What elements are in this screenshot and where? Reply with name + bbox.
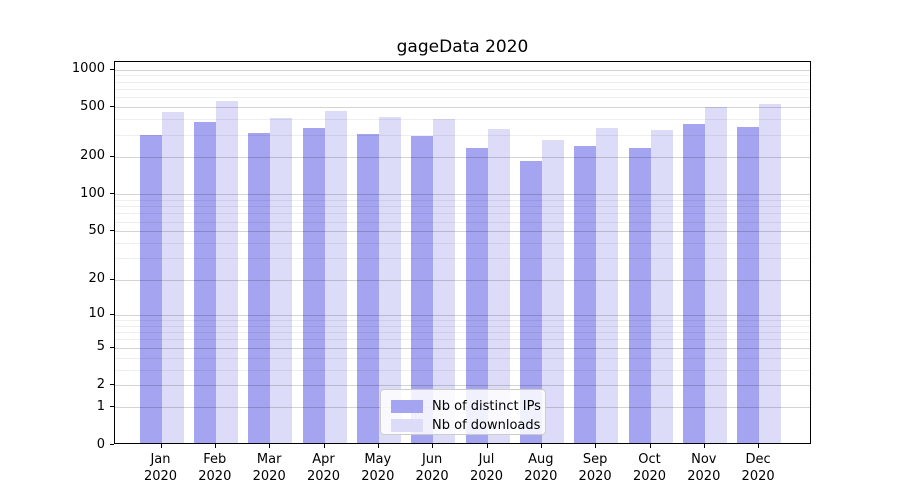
bar-sep-ips xyxy=(574,145,597,443)
y-tick-label: 1000 xyxy=(71,61,105,77)
bar-apr-ips xyxy=(302,128,325,443)
bar-dec-downloads xyxy=(759,104,782,443)
y-tick-label: 200 xyxy=(80,148,105,164)
bar-nov-ips xyxy=(682,124,705,443)
bar-dec-ips xyxy=(737,127,760,443)
y-tick-label: 5 xyxy=(96,339,105,355)
bars-layer xyxy=(115,62,810,443)
bar-oct-downloads xyxy=(650,129,673,443)
x-tick-label: Jun 2020 xyxy=(415,452,449,484)
x-tick-mark xyxy=(649,444,651,448)
x-tick-label: Apr 2020 xyxy=(306,452,341,484)
y-tick-label: 2 xyxy=(96,376,105,392)
bar-aug-ips xyxy=(519,160,542,443)
y-tick-label: 50 xyxy=(88,222,105,238)
x-tick-label: May 2020 xyxy=(361,452,395,484)
legend-label-downloads: Nb of downloads xyxy=(432,418,541,433)
y-tick-mark xyxy=(110,313,114,315)
bar-oct-ips xyxy=(628,148,651,443)
y-tick-label: 0 xyxy=(96,436,105,452)
bar-aug-downloads xyxy=(541,140,564,443)
y-tick-mark xyxy=(110,346,114,348)
bar-feb-ips xyxy=(193,121,216,443)
x-tick-label: Nov 2020 xyxy=(687,452,721,484)
bar-jan-downloads xyxy=(161,111,184,443)
y-tick-label: 100 xyxy=(80,185,105,201)
legend-row-ips: Nb of distinct IPs xyxy=(391,397,541,416)
chart-title: gageData 2020 xyxy=(396,37,529,57)
x-tick-label: Sep 2020 xyxy=(578,452,612,484)
x-tick-mark xyxy=(758,444,760,448)
x-tick-mark xyxy=(432,444,434,448)
y-tick-mark xyxy=(110,230,114,232)
bar-may-ips xyxy=(356,134,379,443)
bar-mar-ips xyxy=(248,132,271,443)
x-tick-label: Mar 2020 xyxy=(252,452,286,484)
x-tick-mark xyxy=(323,444,325,448)
bar-jul-downloads xyxy=(487,129,510,443)
y-tick-label: 20 xyxy=(88,271,105,287)
y-tick-mark xyxy=(110,155,114,157)
y-tick-label: 10 xyxy=(88,306,105,322)
bar-jun-ips xyxy=(411,135,434,443)
bar-apr-downloads xyxy=(324,111,347,443)
bar-sep-downloads xyxy=(596,127,619,443)
x-tick-label: Oct 2020 xyxy=(632,452,667,484)
y-tick-mark xyxy=(110,106,114,108)
x-tick-mark xyxy=(214,444,216,448)
y-tick-label: 1 xyxy=(96,398,105,414)
x-tick-label: Feb 2020 xyxy=(198,452,232,484)
bar-mar-downloads xyxy=(270,117,293,443)
x-tick-mark xyxy=(377,444,379,448)
x-tick-mark xyxy=(540,444,542,448)
y-tick-mark xyxy=(110,406,114,408)
y-tick-label: 500 xyxy=(80,98,105,114)
x-tick-mark xyxy=(595,444,597,448)
y-tick-mark xyxy=(110,444,114,445)
y-tick-mark xyxy=(110,278,114,280)
x-tick-label: Jan 2020 xyxy=(143,452,178,484)
bar-nov-downloads xyxy=(704,106,727,443)
bar-jun-downloads xyxy=(433,119,456,443)
legend-row-downloads: Nb of downloads xyxy=(391,416,541,435)
y-tick-mark xyxy=(110,384,114,386)
bar-jan-ips xyxy=(139,135,162,443)
x-tick-label: Dec 2020 xyxy=(741,452,775,484)
legend-swatch-distinct-ips xyxy=(391,400,423,413)
x-tick-label: Jul 2020 xyxy=(469,452,504,484)
plot-area: Nb of distinct IPs Nb of downloads xyxy=(114,61,811,444)
bar-jul-ips xyxy=(465,148,488,443)
x-tick-mark xyxy=(160,444,162,448)
bar-may-downloads xyxy=(378,117,401,443)
bar-feb-downloads xyxy=(215,101,238,443)
legend: Nb of distinct IPs Nb of downloads xyxy=(380,389,546,435)
legend-swatch-downloads xyxy=(391,419,423,432)
y-tick-mark xyxy=(110,193,114,195)
x-tick-mark xyxy=(486,444,488,448)
x-tick-label: Aug 2020 xyxy=(524,452,558,484)
x-tick-mark xyxy=(269,444,271,448)
legend-label-distinct-ips: Nb of distinct IPs xyxy=(432,399,541,414)
x-tick-mark xyxy=(703,444,705,448)
y-tick-mark xyxy=(110,68,114,70)
